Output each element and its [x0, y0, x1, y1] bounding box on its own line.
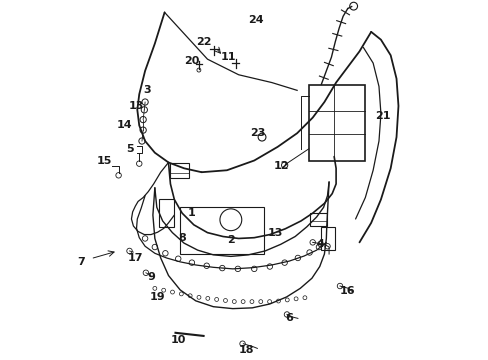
Text: 1: 1	[187, 208, 195, 218]
Text: 17: 17	[127, 253, 143, 263]
Text: 19: 19	[149, 292, 165, 302]
Text: 8: 8	[178, 234, 185, 243]
Bar	[308, 85, 365, 161]
Bar	[180, 207, 264, 254]
Text: 4: 4	[316, 239, 324, 249]
Bar	[320, 227, 335, 250]
Text: 20: 20	[184, 56, 199, 66]
Bar	[309, 213, 326, 226]
Text: 24: 24	[248, 15, 264, 25]
Text: 22: 22	[195, 37, 211, 47]
Text: 12: 12	[273, 161, 289, 171]
Text: 10: 10	[170, 335, 185, 345]
Text: 14: 14	[117, 121, 132, 130]
Bar	[159, 199, 174, 227]
Text: 9: 9	[147, 273, 155, 283]
Text: 16: 16	[339, 286, 355, 296]
Text: 13: 13	[267, 228, 283, 238]
Text: 3: 3	[143, 85, 151, 95]
Text: 21: 21	[374, 111, 390, 121]
Bar	[169, 163, 189, 178]
Text: 23: 23	[250, 128, 265, 138]
Text: 11: 11	[221, 52, 236, 62]
Text: 5: 5	[125, 144, 133, 154]
Text: 7: 7	[77, 257, 84, 267]
Text: 2: 2	[226, 235, 234, 246]
Text: 6: 6	[285, 313, 293, 323]
Text: 13: 13	[128, 101, 144, 111]
Text: 18: 18	[238, 345, 254, 355]
Text: 15: 15	[96, 156, 112, 166]
